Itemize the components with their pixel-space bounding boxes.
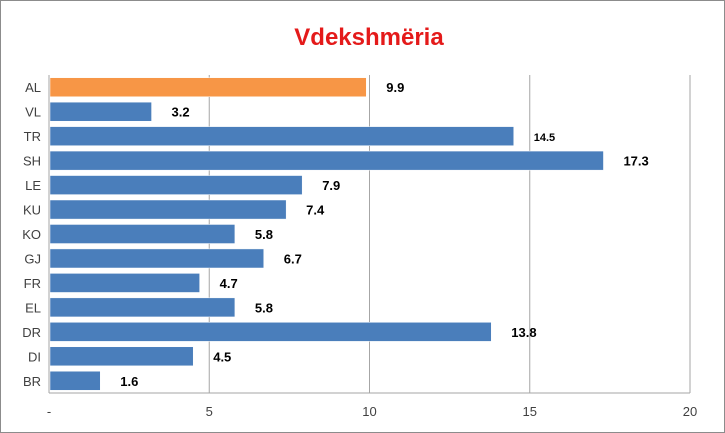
bar-dr xyxy=(49,322,492,342)
category-label: KU xyxy=(23,203,41,218)
value-label: 17.3 xyxy=(623,154,648,169)
category-label: GJ xyxy=(24,251,41,266)
bar-vl xyxy=(49,101,152,122)
bars xyxy=(49,77,604,391)
bar-di xyxy=(49,346,194,367)
category-labels: AL VL TR SH LE KU KO GJ FR EL DR DI BR xyxy=(22,80,41,389)
category-label: LE xyxy=(25,178,41,193)
x-tick-label: 15 xyxy=(523,404,537,419)
bar-tr xyxy=(49,126,514,146)
value-label: 5.8 xyxy=(255,227,273,242)
value-label: 13.8 xyxy=(511,325,536,340)
chart-title: Vdekshmëria xyxy=(294,24,444,51)
value-label: 5.8 xyxy=(255,300,273,315)
bar-ko xyxy=(49,224,236,244)
x-tick-label: 5 xyxy=(206,404,213,419)
value-labels: 9.9 3.2 14.5 17.3 7.9 7.4 5.8 6.7 4.7 5.8 13.8 4.5 1… xyxy=(120,80,648,389)
value-label: 4.7 xyxy=(220,276,238,291)
category-label: KO xyxy=(22,227,41,242)
value-label: 1.6 xyxy=(120,374,138,389)
category-label: SH xyxy=(23,154,41,169)
bar-ku xyxy=(49,199,287,220)
category-label: DI xyxy=(28,349,41,364)
category-label: FR xyxy=(24,276,41,291)
value-label: 4.5 xyxy=(213,349,231,364)
x-axis-tick-labels: - 5 10 15 20 xyxy=(47,404,697,419)
bar-br xyxy=(49,370,101,391)
value-label: 14.5 xyxy=(534,132,555,144)
category-label: DR xyxy=(22,325,41,340)
bar-sh xyxy=(49,150,604,171)
value-label: 3.2 xyxy=(172,105,190,120)
bar-fr xyxy=(49,273,200,293)
value-label: 7.4 xyxy=(306,203,325,218)
category-label: VL xyxy=(25,105,41,120)
value-label: 6.7 xyxy=(284,251,302,266)
x-tick-label: 10 xyxy=(362,404,376,419)
category-label: AL xyxy=(25,80,41,95)
value-label: 7.9 xyxy=(322,178,340,193)
bar-le xyxy=(49,175,303,195)
category-label: BR xyxy=(23,374,41,389)
value-label: 9.9 xyxy=(386,80,404,95)
category-label: EL xyxy=(25,300,41,315)
bar-al xyxy=(49,77,367,98)
category-label: TR xyxy=(24,129,41,144)
x-tick-label: 20 xyxy=(683,404,697,419)
bar-gj xyxy=(49,248,264,269)
x-tick-label: - xyxy=(47,404,51,419)
bar-el xyxy=(49,297,236,318)
